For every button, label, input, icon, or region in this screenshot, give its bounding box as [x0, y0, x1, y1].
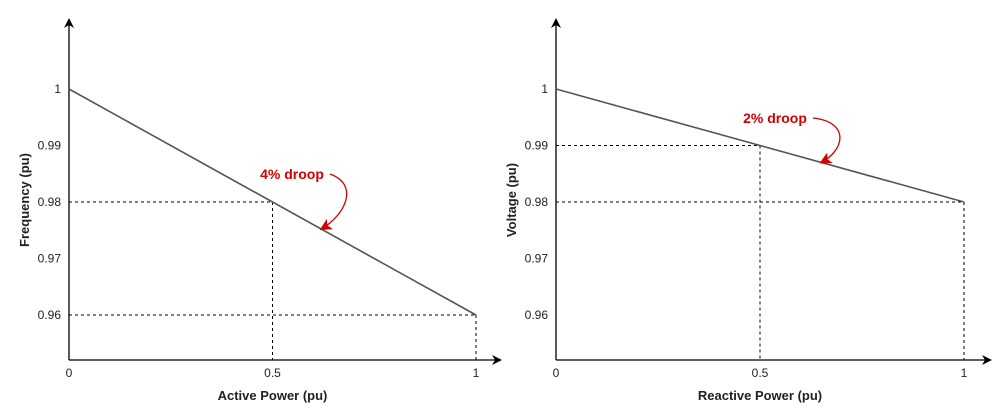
y-axis-title: Frequency (pu) — [17, 153, 32, 247]
y-tick-label: 1 — [541, 82, 548, 96]
y-axis-title: Voltage (pu) — [504, 163, 519, 237]
droop-annotation: 4% droop — [260, 166, 324, 182]
x-axis-title: Active Power (pu) — [218, 388, 328, 403]
x-tick-label: 1 — [473, 366, 480, 380]
droop-line — [555, 88, 965, 203]
y-tick-label: 1 — [54, 82, 61, 96]
annotation-arrow — [319, 173, 348, 231]
y-tick-label: 0.99 — [38, 139, 62, 153]
y-tick-label: 0.98 — [525, 195, 549, 209]
x-tick-label: 0 — [553, 366, 560, 380]
y-tick-label: 0.99 — [525, 139, 549, 153]
x-tick-label: 1 — [961, 366, 968, 380]
y-tick-label: 0.96 — [525, 308, 549, 322]
x-tick-label: 0.5 — [264, 366, 281, 380]
x-tick-label: 0.5 — [752, 366, 769, 380]
x-tick-label: 0 — [66, 366, 73, 380]
annotation-arrow — [812, 117, 841, 164]
y-tick-label: 0.96 — [38, 308, 62, 322]
frequency-droop-chart: 1 0.99 0.98 0.97 0.96 0 0.5 1 Active Power (pu) F… — [17, 18, 502, 403]
voltage-droop-chart: 1 0.99 0.98 0.97 0.96 0 0.5 1 Reactive Power (pu… — [504, 18, 992, 403]
droop-line — [68, 88, 477, 316]
y-tick-label: 0.97 — [38, 252, 62, 266]
droop-annotation: 2% droop — [743, 110, 807, 126]
y-tick-label: 0.97 — [525, 252, 549, 266]
x-axis-title: Reactive Power (pu) — [698, 388, 822, 403]
y-tick-label: 0.98 — [38, 195, 62, 209]
